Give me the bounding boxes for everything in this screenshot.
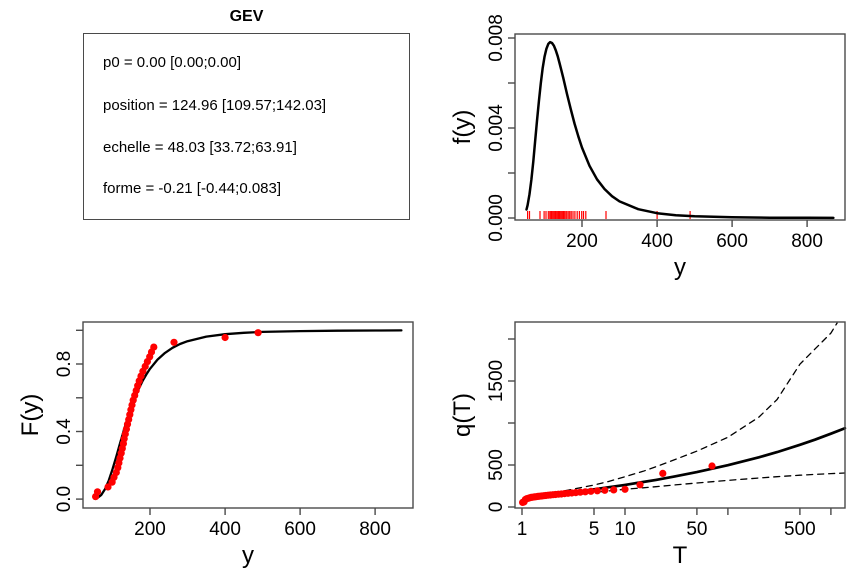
x-axis-title: y (242, 542, 254, 569)
data-point (601, 486, 609, 494)
y-tick-label: 0.004 (486, 104, 507, 152)
data-point (93, 488, 102, 496)
data-point (104, 483, 112, 491)
param-forme: forme = -0.21 [-0.44;0.083] (103, 180, 282, 197)
series-lower-confidence-band (521, 472, 846, 503)
y-tick-label: 0.000 (486, 194, 507, 242)
data-point (254, 329, 262, 337)
data-point (659, 469, 667, 477)
data-point (587, 487, 595, 495)
x-axis-title: y (674, 254, 686, 281)
x-tick-label: 600 (716, 231, 748, 252)
density-plot: 200 400 600 800 0.000 0.004 0.008 y f(y) (449, 14, 846, 281)
x-tick-label: 200 (134, 519, 166, 540)
data-point (221, 333, 229, 342)
y-tick-label: 1500 (486, 360, 507, 402)
x-tick-label: 400 (209, 519, 241, 540)
x-axis-title: T (673, 542, 688, 569)
y-tick-label: 0.8 (54, 351, 75, 377)
y-axis-title: F(y) (17, 394, 44, 437)
gev-summary-panel: GEV p0 = 0.00 [0.00;0.00] position = 124… (0, 0, 432, 288)
param-position: position = 124.96 [109.57;142.03] (103, 97, 327, 114)
x-tick-label: 5 (589, 519, 600, 540)
x-tick-label: 800 (359, 519, 391, 540)
series-gev-cdf-curve (93, 329, 403, 500)
y-axis-title: f(y) (449, 110, 476, 145)
data-point (593, 487, 601, 495)
y-tick-label: 500 (486, 449, 507, 481)
param-echelle: echelle = 48.03 [33.72;63.91] (103, 139, 297, 156)
data-point (610, 486, 618, 494)
param-p0: p0 = 0.00 [0.00;0.00] (103, 54, 242, 71)
parameter-box: p0 = 0.00 [0.00;0.00] position = 124.96 … (83, 33, 410, 220)
y-tick-label: 0 (486, 502, 507, 513)
y-axis-title: q(T) (449, 393, 476, 437)
data-point (636, 481, 644, 489)
return-level-plot: 1 5 10 50 500 0 500 1500 Tq(T) (449, 321, 847, 569)
data-point (621, 485, 629, 493)
x-tick-label: 1 (517, 519, 528, 540)
y-tick-label: 0.008 (486, 14, 507, 62)
cdf-plot: 200 400 600 800 0.0 0.4 0.8 y F(y) (17, 321, 414, 569)
x-tick-label: 800 (791, 231, 823, 252)
series-gev-density-curve (525, 40, 835, 220)
x-tick-label: 200 (566, 231, 598, 252)
x-tick-label: 10 (614, 519, 635, 540)
x-tick-label: 500 (784, 519, 816, 540)
plot-frame (514, 321, 846, 509)
y-tick-label: 0.0 (54, 486, 75, 512)
data-point (150, 343, 158, 351)
y-tick-label: 0.4 (54, 418, 75, 445)
plot-frame (514, 33, 846, 221)
x-tick-label: 50 (686, 519, 707, 540)
data-point (581, 488, 589, 496)
x-tick-label: 400 (641, 231, 673, 252)
panel-title: GEV (229, 8, 264, 25)
data-point (170, 338, 178, 346)
plot-frame (82, 321, 414, 509)
data-point (708, 462, 716, 470)
x-tick-label: 600 (284, 519, 316, 540)
